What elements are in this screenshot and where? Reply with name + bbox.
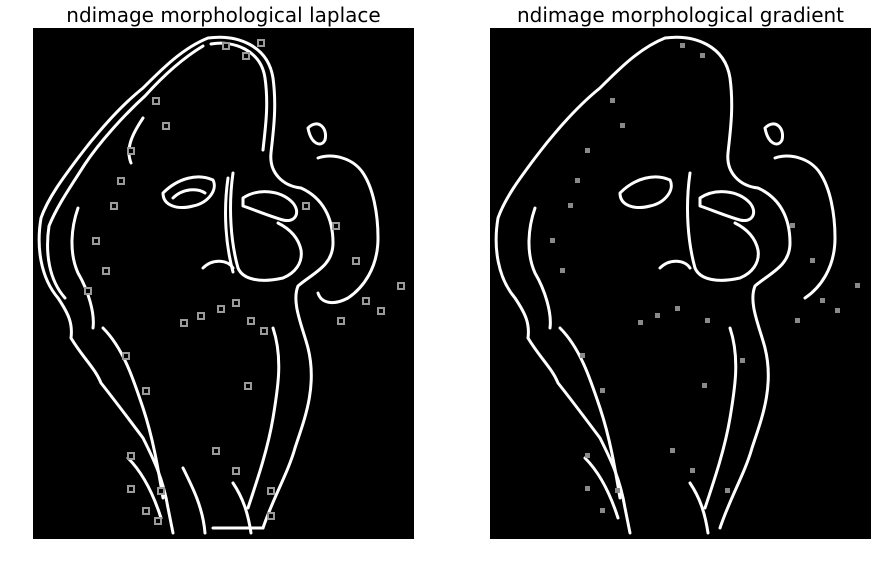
- ear: [316, 154, 380, 305]
- nose: [686, 171, 760, 282]
- nose: [229, 171, 303, 282]
- gradient-speckles: [550, 43, 860, 513]
- laplace-image: [33, 28, 414, 539]
- right-eye: [241, 190, 299, 223]
- mouth: [201, 259, 235, 270]
- laplace-edge-drawing: [37, 35, 405, 535]
- left-eye: [161, 175, 216, 209]
- left-eye: [618, 175, 673, 209]
- head-outline: [494, 35, 792, 535]
- head-outline: [37, 35, 335, 535]
- laplace-speckles: [84, 39, 405, 525]
- panel-title-gradient: ndimage morphological gradient: [516, 3, 845, 27]
- gradient-edge-drawing: [494, 35, 860, 535]
- panel-title-laplace: ndimage morphological laplace: [66, 3, 381, 27]
- right-eye: [698, 190, 756, 223]
- ear: [773, 154, 837, 300]
- mouth: [658, 259, 692, 270]
- gradient-image: [490, 28, 871, 539]
